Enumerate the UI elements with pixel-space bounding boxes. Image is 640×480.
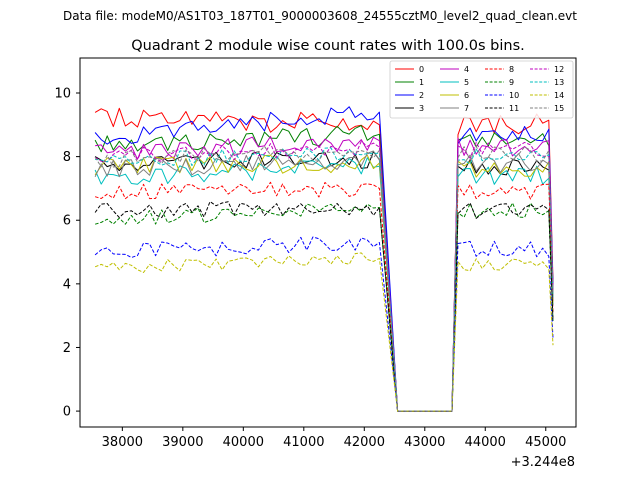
series-line-10 [94,236,554,412]
x-offset-label: +3.244e8 [511,455,575,470]
series-line-9 [94,202,554,412]
series-line-7 [94,150,554,412]
y-tick-label: 10 [54,86,71,101]
legend-label: 0 [419,65,424,74]
legend-frame [389,60,574,119]
x-tick-label: 42000 [344,435,385,450]
series-line-15 [94,145,554,412]
legend-label: 8 [509,65,514,74]
chart-suptitle: Data file: modeM0/AS1T03_187T01_90000036… [63,9,577,23]
legend-label: 10 [509,91,519,100]
legend-label: 6 [464,91,469,100]
series-line-5 [94,157,554,412]
series-line-11 [94,201,554,412]
legend-label: 12 [554,65,564,74]
legend-label: 13 [554,78,564,87]
legend-label: 11 [509,104,519,113]
legend-label: 14 [554,91,564,100]
series-line-8 [94,181,554,412]
legend-label: 15 [554,104,564,113]
x-tick-label: 39000 [162,435,203,450]
x-tick-label: 43000 [404,435,445,450]
series-line-13 [95,147,554,412]
legend-label: 7 [464,104,469,113]
y-tick-label: 2 [63,341,71,356]
legend-label: 5 [464,78,469,87]
series-line-14 [94,252,554,412]
y-tick-label: 4 [63,277,71,292]
series-line-4 [95,135,554,412]
y-tick-label: 6 [63,214,71,229]
legend-label: 1 [419,78,424,87]
plot-frame [79,57,577,428]
y-tick-label: 0 [63,405,71,420]
legend-label: 2 [419,91,424,100]
series-line-6 [94,154,554,412]
series-line-1 [94,125,554,412]
chart-title: Quadrant 2 module wise count rates with … [131,38,525,54]
legend-label: 3 [419,104,424,113]
y-axis: 0 2 4 6 8 10 [54,86,80,420]
series-line-2 [94,106,554,412]
x-tick-label: 45000 [525,435,566,450]
plot-area [79,57,577,428]
x-tick-label: 40000 [223,435,264,450]
x-tick-label: 44000 [465,435,506,450]
legend-label: 9 [509,78,514,87]
y-tick-label: 8 [63,150,71,165]
x-tick-label: 38000 [102,435,143,450]
series-line-12 [94,140,554,412]
series-group [94,106,554,412]
x-axis: 38000 39000 40000 41000 42000 43000 44000 45000 [102,427,566,450]
x-tick-label: 41000 [283,435,324,450]
legend-label: 4 [464,65,469,74]
